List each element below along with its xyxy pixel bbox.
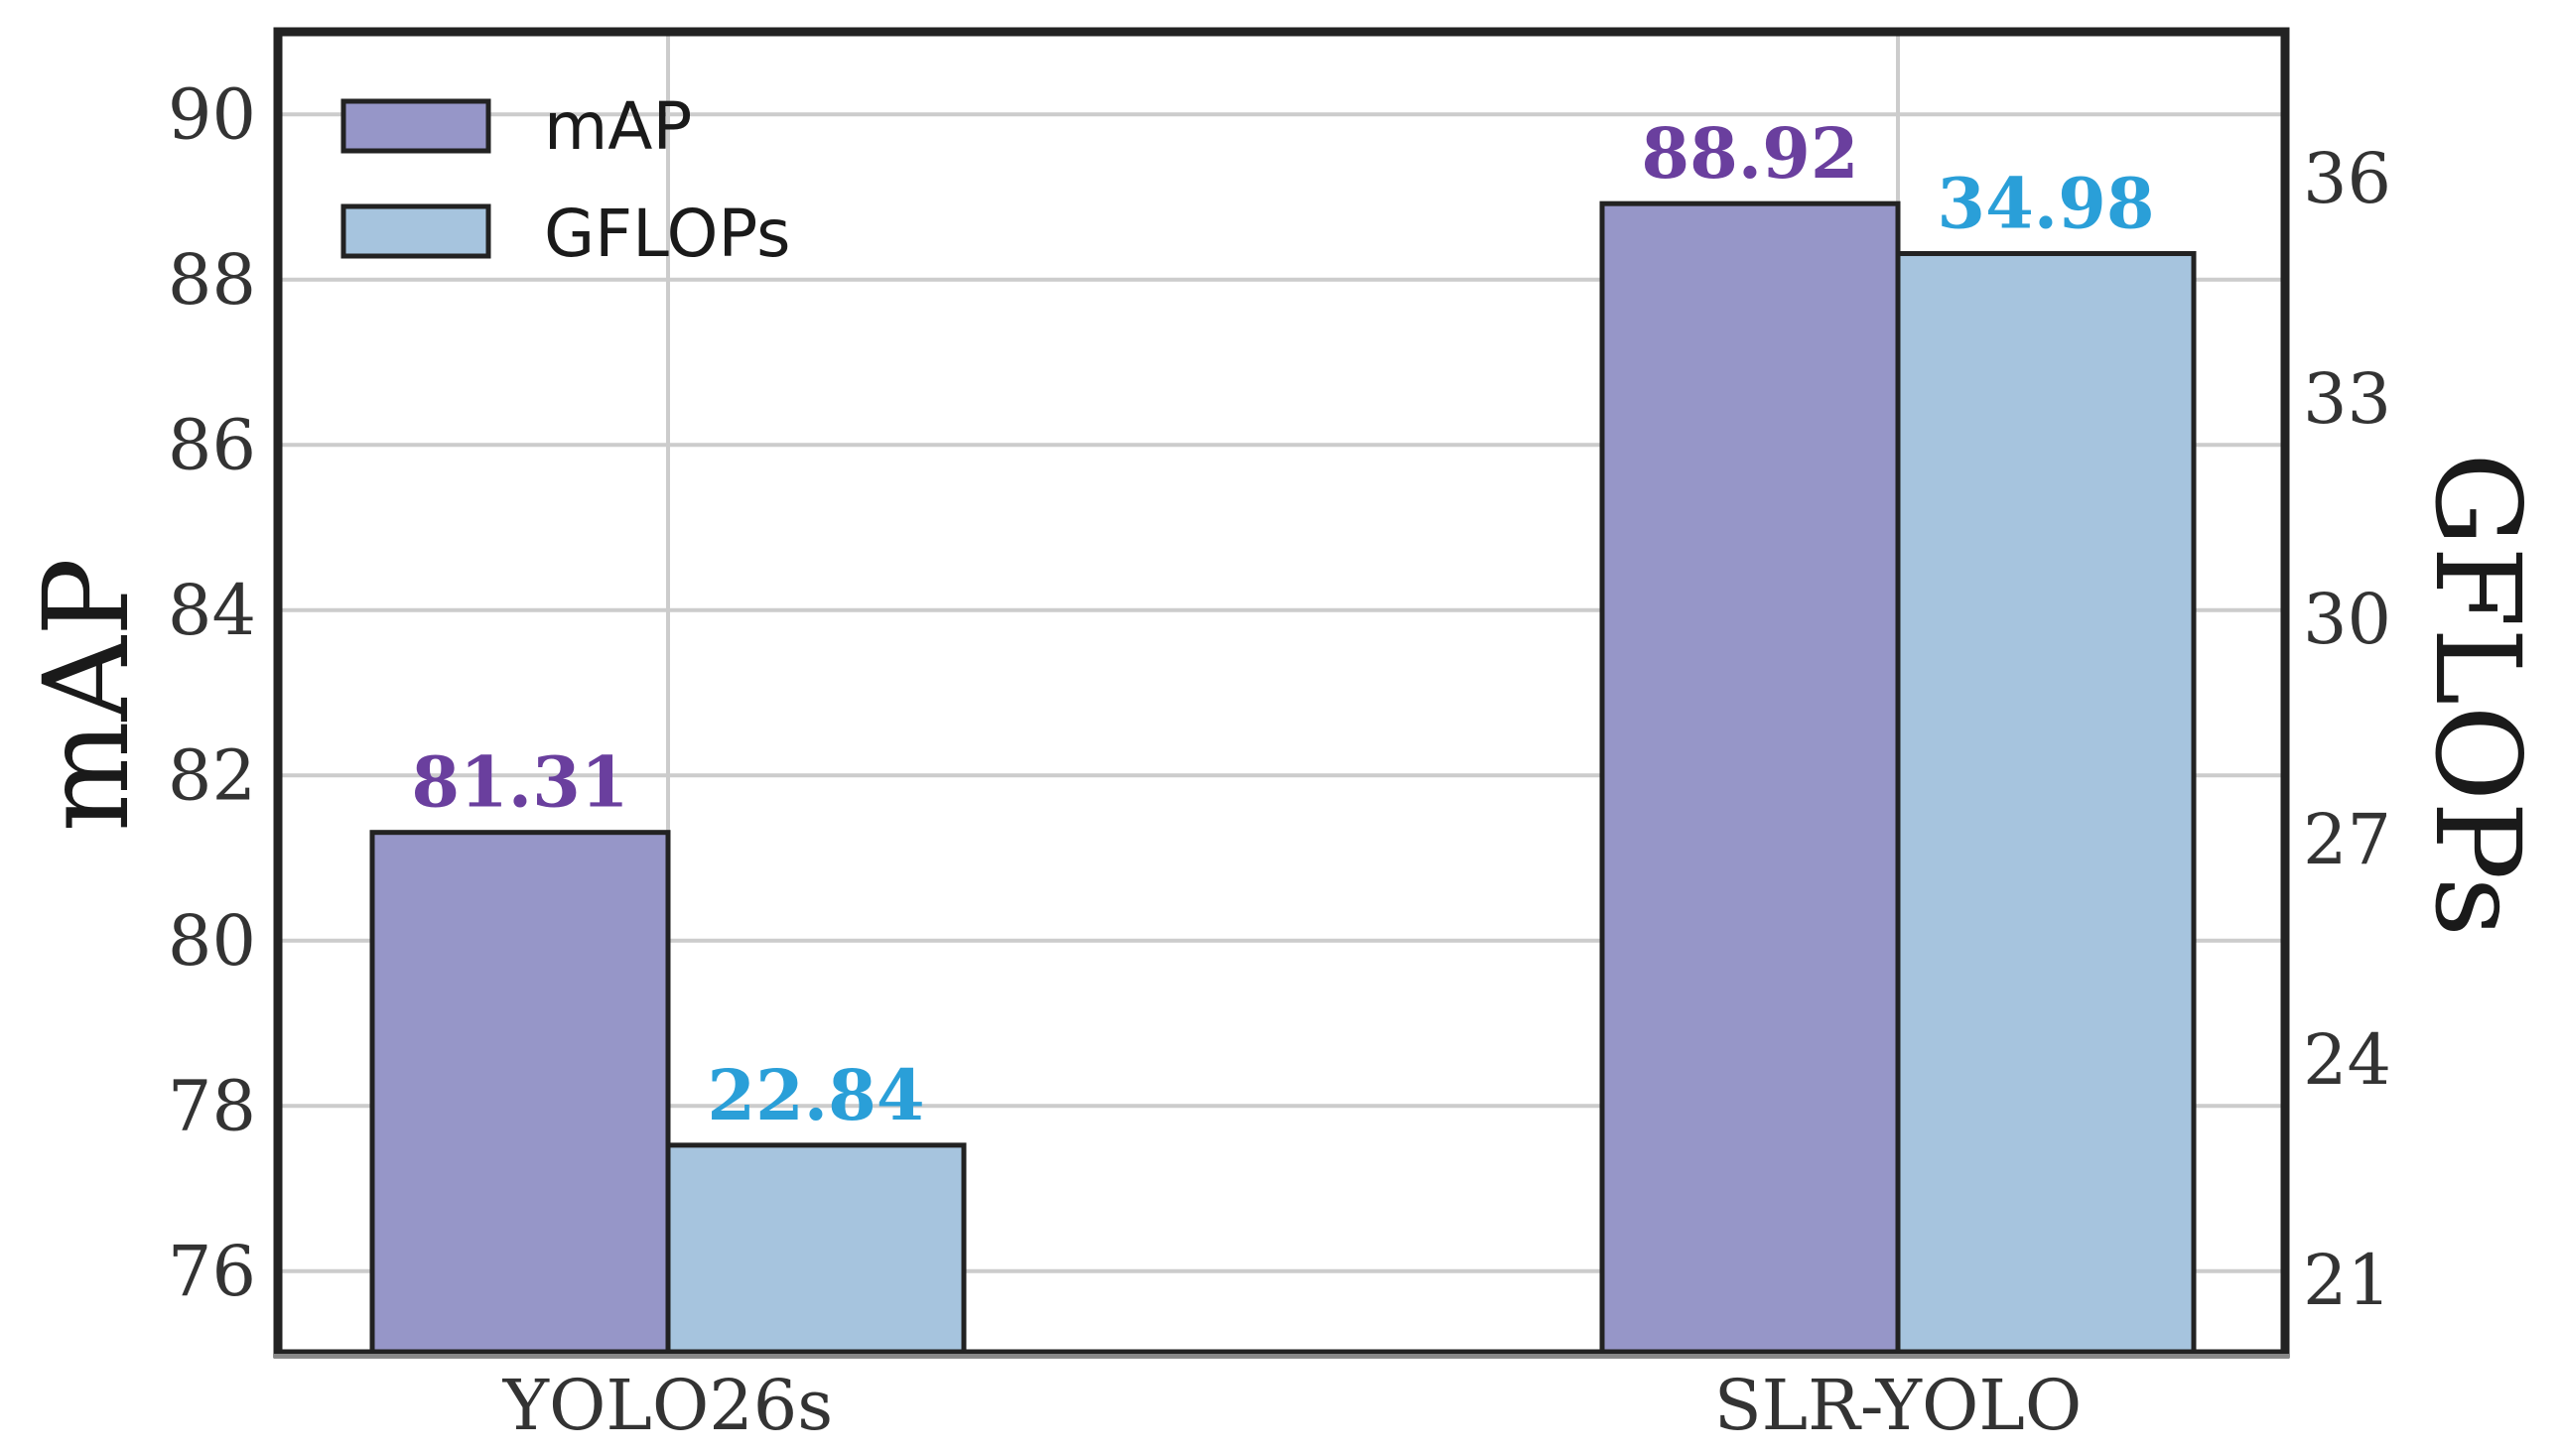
left-axis-title: mAP bbox=[18, 558, 155, 833]
left-tick-label: 86 bbox=[168, 404, 256, 485]
category-label: YOLO26s bbox=[502, 1365, 833, 1446]
legend-swatch-map bbox=[340, 98, 491, 154]
right-tick-label: 36 bbox=[2303, 138, 2391, 219]
data-label-map: 88.92 bbox=[1641, 112, 1858, 195]
category-labels: YOLO26s SLR-YOLO bbox=[502, 1365, 2083, 1446]
right-axis-title: GFLOPs bbox=[2409, 453, 2546, 937]
legend-label-gflops: GFLOPs bbox=[544, 196, 791, 272]
left-tick-label: 84 bbox=[168, 570, 256, 651]
left-tick-label: 90 bbox=[168, 73, 256, 155]
legend: mAP GFLOPs bbox=[340, 88, 791, 272]
data-label-map: 81.31 bbox=[411, 741, 628, 824]
right-tick-label: 33 bbox=[2303, 358, 2391, 440]
bar-map bbox=[1599, 200, 1901, 1357]
right-tick-label: 30 bbox=[2303, 579, 2391, 660]
left-tick-label: 78 bbox=[168, 1065, 256, 1146]
data-labels: 81.31 88.92 22.84 34.98 bbox=[411, 112, 2154, 1136]
left-tick-label: 80 bbox=[168, 900, 256, 982]
left-tick-label: 76 bbox=[168, 1231, 256, 1312]
bar-gflops bbox=[665, 1142, 967, 1357]
bars bbox=[369, 200, 2197, 1357]
right-tick-label: 27 bbox=[2303, 799, 2391, 880]
right-tick-label: 21 bbox=[2303, 1240, 2391, 1321]
right-tick-label: 24 bbox=[2303, 1019, 2391, 1101]
legend-swatch-gflops bbox=[340, 203, 491, 259]
left-tick-label: 82 bbox=[168, 734, 256, 816]
bar-map bbox=[369, 830, 671, 1357]
data-label-gflops: 34.98 bbox=[1937, 162, 2154, 244]
left-axis-ticks: 76 78 80 82 84 86 88 90 bbox=[168, 73, 256, 1312]
left-tick-label: 88 bbox=[168, 239, 256, 321]
right-axis-ticks: 21 24 27 30 33 36 bbox=[2303, 138, 2391, 1321]
category-label: SLR-YOLO bbox=[1714, 1365, 2083, 1446]
data-label-gflops: 22.84 bbox=[707, 1054, 924, 1136]
bar-gflops bbox=[1895, 250, 2197, 1357]
legend-label-map: mAP bbox=[544, 88, 692, 165]
